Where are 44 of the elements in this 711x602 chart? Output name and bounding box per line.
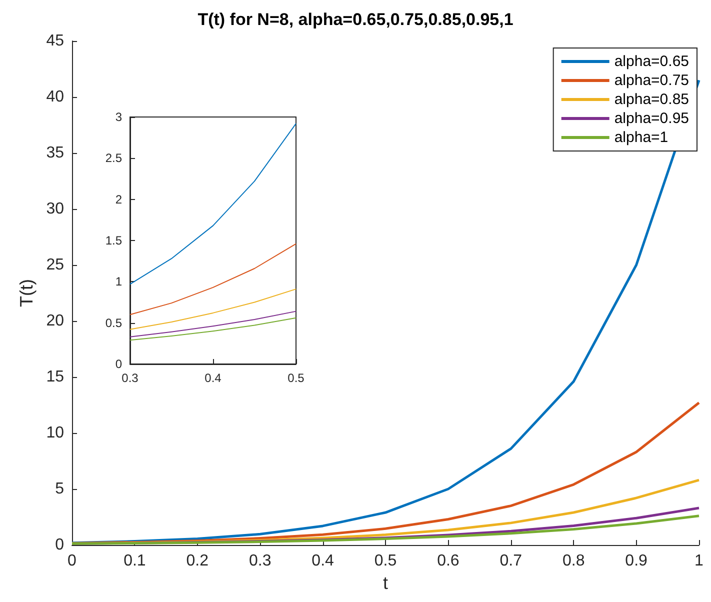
legend-label: alpha=0.75 [614,72,689,89]
y-tick-label: 0.5 [105,316,122,330]
y-tick-label: 45 [46,32,64,50]
line-series [130,288,296,330]
y-tick-label: 1.5 [105,234,122,248]
y-tick-label: 2.5 [105,151,122,166]
x-tick-label: 0.6 [437,552,460,570]
y-tick-label: 5 [55,480,64,498]
y-tick-label: 20 [46,312,64,330]
x-tick-label: 0.2 [186,552,209,570]
x-tick-label: 0.7 [500,552,522,570]
x-tick-label: 0.5 [288,371,305,385]
y-tick-label: 0 [55,536,64,554]
line-series [130,317,296,341]
x-tick-label: 0.3 [248,552,272,570]
y-tick-label: 15 [46,368,64,386]
y-tick-label: 2 [115,192,122,206]
legend-label: alpha=0.65 [614,53,689,70]
x-tick-label: 0.5 [374,552,397,570]
x-tick-label: 0 [68,552,77,570]
y-tick-label: 10 [46,424,64,442]
line-series [130,123,296,285]
y-tick-label: 30 [46,200,64,218]
x-axis-title: t [382,572,388,593]
y-tick-label: 0 [115,357,122,371]
chart-title: T(t) for N=8, alpha=0.65,0.75,0.85,0.95,1 [198,10,514,29]
y-axis-title: T(t) [16,279,36,307]
line-series [130,243,296,316]
y-tick-label: 40 [46,88,64,106]
y-tick-label: 1 [115,274,122,289]
legend-label: alpha=1 [614,129,668,146]
x-tick-label: 0.3 [122,371,139,385]
x-tick-label: 0.4 [204,371,222,385]
y-tick-label: 35 [46,144,64,162]
legend-label: alpha=0.95 [614,110,689,127]
x-tick-label: 0.1 [124,552,146,570]
x-tick-label: 0.4 [312,552,334,570]
x-tick-label: 0.9 [625,552,648,570]
y-tick-label: 3 [115,110,122,124]
line-series [130,310,296,338]
y-tick-label: 25 [46,256,64,274]
x-tick-label: 1 [694,552,704,570]
legend-label: alpha=0.85 [614,91,689,108]
x-tick-label: 0.8 [562,552,585,570]
